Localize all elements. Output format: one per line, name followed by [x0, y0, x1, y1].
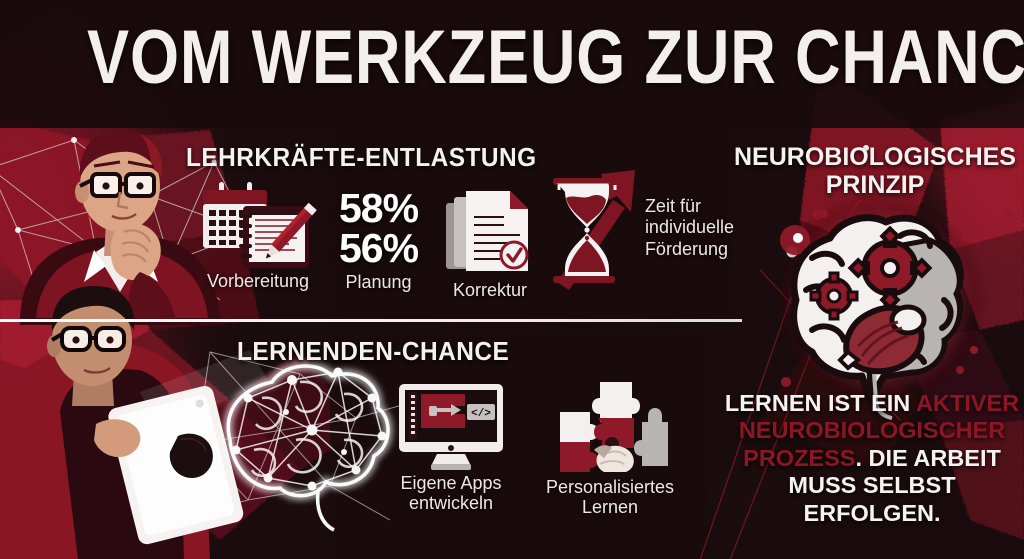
caption-korrektur: Korrektur: [452, 280, 528, 300]
stat-value-primary: 58%: [338, 185, 419, 231]
caption-zeit-line2: individuelle: [644, 217, 734, 238]
quote-line-1: LERNEN IST EIN AKTIVER: [722, 390, 1022, 417]
stat-item-zeit: Zeit für individuelle Förderung: [538, 160, 734, 296]
hourglass-arrow-up-icon: [553, 170, 636, 290]
stat-item-apps: </> Eigene Apps entwickeln: [378, 382, 524, 514]
section-divider: [0, 319, 742, 322]
caption-zeit-line3: Förderung: [644, 238, 728, 259]
caption-apps: Eigene Apps entwickeln: [378, 473, 524, 514]
quote-line3-plain: . DIE ARBEIT: [855, 444, 1001, 471]
caption-zeit-line1: Zeit für: [644, 196, 701, 217]
quote-line1-highlight: AKTIVER: [915, 390, 1020, 416]
svg-text:</>: </>: [471, 408, 491, 420]
stat-value-secondary: 56%: [338, 225, 419, 272]
caption-puzzle: Personalisiertes Lernen: [528, 477, 692, 518]
caption-puzzle-line1: Personalisiertes: [545, 477, 675, 497]
stat-item-planung: 58% 56% Planung: [321, 185, 436, 293]
section-title-neuro-line2: PRINZIP: [825, 171, 925, 199]
quote-line-5: ERFOLGEN.: [803, 499, 941, 526]
quote-line-3: PROZESS. DIE ARBEIT: [722, 445, 1022, 472]
calendar-notepad-pencil-icon: [203, 182, 317, 268]
puzzle-pieces-hand-icon: [560, 382, 668, 472]
caption-planung: Planung: [345, 272, 412, 293]
quote-line-2: NEUROBIOLOGISCHER: [738, 417, 1006, 444]
quote-line3-highlight: PROZESS: [743, 444, 856, 471]
page-title: VOM WERKZEUG ZUR CHANCE: [87, 15, 1024, 100]
stat-item-vorbereitung: Vorbereitung: [192, 180, 324, 292]
monitor-code-icon: </>: [399, 384, 503, 470]
caption-apps-line1: Eigene Apps: [400, 473, 502, 493]
caption-vorbereitung: Vorbereitung: [206, 271, 310, 291]
section-title-learner: LERNENDEN-CHANCE: [237, 336, 510, 366]
stat-item-korrektur: Korrektur: [434, 185, 546, 301]
caption-puzzle-line2: Lernen: [581, 496, 639, 517]
quote-line1-plain: LERNEN IST EIN: [724, 390, 916, 416]
section-title-neuro: NEUROBIOLOGISCHES PRINZIP: [730, 143, 1020, 199]
section-title-neuro-line1: NEUROBIOLOGISCHES: [734, 143, 1016, 171]
caption-zeit: Zeit für individuelle Förderung: [645, 196, 734, 260]
document-stack-check-icon: [446, 191, 529, 271]
neuro-quote: LERNEN IST EIN AKTIVER NEUROBIOLOGISCHER…: [722, 390, 1022, 527]
section-title-teacher: LEHRKRÄFTE-ENTLASTUNG: [186, 142, 537, 172]
quote-line-4: MUSS SELBST: [788, 472, 956, 499]
caption-apps-line2: entwickeln: [408, 492, 494, 513]
stat-item-puzzle: Personalisiertes Lernen: [528, 378, 692, 518]
